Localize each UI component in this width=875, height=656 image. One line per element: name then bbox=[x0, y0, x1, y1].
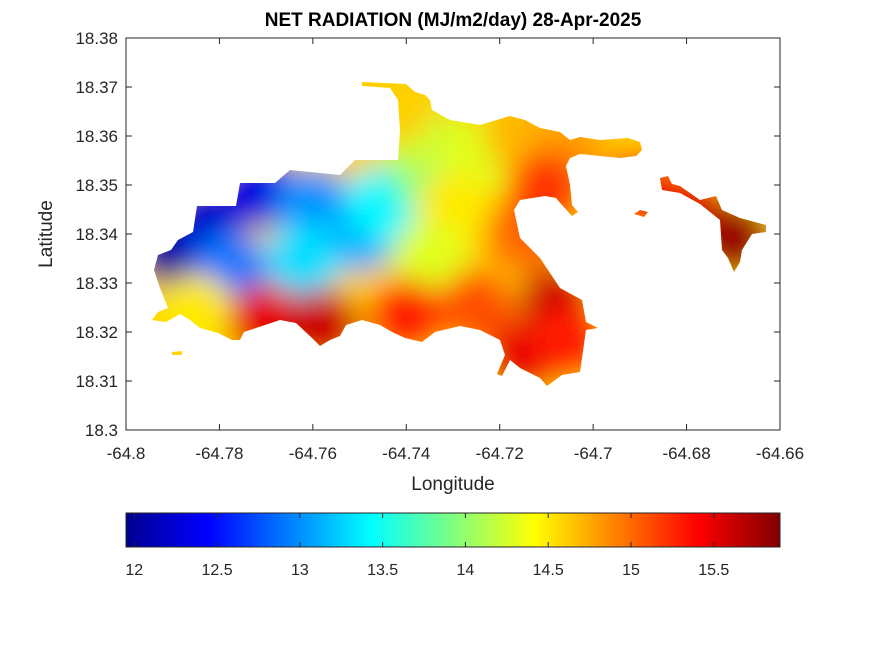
colorbar-scale bbox=[125, 512, 781, 548]
colorbar-tick-label: 15.5 bbox=[698, 562, 729, 579]
y-tick-label: 18.32 bbox=[75, 323, 118, 342]
y-axis: 18.3 18.31 18.32 18.33 18.34 18.35 18.36 18.37 1… bbox=[75, 29, 780, 440]
x-axis-label: Longitude bbox=[411, 474, 494, 495]
y-tick-label: 18.3 bbox=[85, 421, 118, 440]
x-tick-label: -64.68 bbox=[662, 444, 710, 463]
y-tick-label: 18.38 bbox=[75, 29, 118, 48]
x-tick-label: -64.72 bbox=[476, 444, 524, 463]
x-tick-label: -64.7 bbox=[574, 444, 613, 463]
field-sample bbox=[265, 220, 342, 297]
y-tick-label: 18.34 bbox=[75, 225, 118, 244]
colorbar-tick-label: 12 bbox=[125, 562, 143, 579]
colorbar-tick-label: 14.5 bbox=[533, 562, 564, 579]
colorbar-ticks: 12 12.5 13 13.5 14 14.5 15 15.5 bbox=[125, 513, 729, 579]
y-tick-label: 18.36 bbox=[75, 127, 118, 146]
colorbar-tick-label: 13.5 bbox=[367, 562, 398, 579]
colorbar-tick-label: 15 bbox=[622, 562, 640, 579]
colorbar-tick-label: 12.5 bbox=[201, 562, 232, 579]
chart-title: NET RADIATION (MJ/m2/day) 28-Apr-2025 bbox=[265, 10, 642, 31]
y-tick-label: 18.37 bbox=[75, 78, 118, 97]
x-tick-label: -64.74 bbox=[382, 444, 430, 463]
x-tick-label: -64.78 bbox=[195, 444, 243, 463]
x-tick-label: -64.76 bbox=[289, 444, 337, 463]
y-axis-label: Latitude bbox=[36, 200, 57, 268]
colorbar-tick-label: 14 bbox=[457, 562, 475, 579]
colorbar-tick-label: 13 bbox=[291, 562, 309, 579]
colorbar: 12 12.5 13 13.5 14 14.5 15 15.5 bbox=[125, 512, 781, 579]
y-tick-label: 18.31 bbox=[75, 372, 118, 391]
y-tick-label: 18.33 bbox=[75, 274, 118, 293]
field-sample bbox=[438, 269, 515, 346]
x-tick-label: -64.8 bbox=[107, 444, 146, 463]
field-sample bbox=[391, 220, 468, 297]
x-tick-label: -64.66 bbox=[756, 444, 804, 463]
x-axis: -64.8 -64.78 -64.76 -64.74 -64.72 -64.7 -64.68… bbox=[107, 38, 804, 463]
y-tick-label: 18.35 bbox=[75, 176, 118, 195]
